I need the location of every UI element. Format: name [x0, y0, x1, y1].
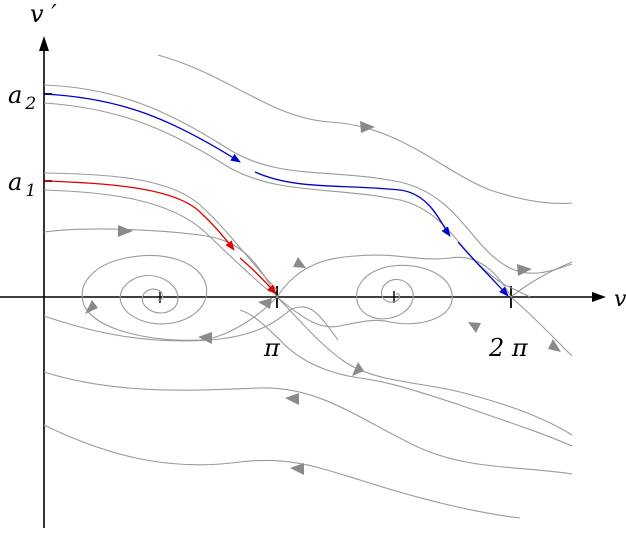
trajectory-a1-highlight-2 — [239, 257, 277, 295]
x-axis-arrowhead — [592, 292, 606, 302]
arrowhead — [118, 225, 133, 237]
trajectory-arrowheads — [85, 121, 561, 475]
separatrix-right-up — [510, 261, 573, 298]
trajectory-right-spiral — [276, 264, 453, 328]
arrowhead — [290, 463, 304, 475]
trajectory-lower-1 — [239, 309, 573, 447]
trajectory-lower-2 — [43, 306, 339, 342]
separatrix-upper-hump — [276, 254, 512, 298]
arrowhead — [85, 300, 98, 314]
arrowhead — [293, 257, 306, 268]
arrowhead — [548, 339, 561, 352]
y-axis-arrowhead — [39, 36, 49, 51]
trajectory-bottom-2 — [43, 424, 521, 519]
arrowhead — [468, 322, 481, 333]
separatrix-right-down — [510, 296, 573, 357]
trajectory-a1-highlight — [43, 180, 235, 251]
trajectory-a2-inner — [43, 102, 531, 298]
trajectory-a1-outer — [43, 172, 278, 291]
trajectory-a2-highlight-3 — [457, 241, 509, 297]
trajectories — [43, 54, 573, 519]
trajectory-a2-highlight-2 — [254, 171, 451, 237]
trajectory-left-loop — [43, 228, 278, 341]
arrowhead — [352, 362, 364, 376]
highlighted-trajectories — [43, 93, 509, 297]
trajectory-a1-inner — [43, 189, 271, 293]
trajectory-bottom-1 — [43, 371, 573, 475]
arrowhead — [360, 121, 375, 133]
arrowhead — [517, 264, 532, 276]
arrowhead — [198, 332, 212, 344]
x-axis-label: v — [614, 287, 626, 312]
pi-label: π — [263, 334, 281, 362]
y-axis-label: v ′ — [30, 0, 57, 28]
trajectory-top — [157, 54, 573, 204]
axes — [0, 36, 606, 528]
arrowhead — [258, 298, 272, 309]
trajectory-a2-highlight — [43, 93, 241, 163]
arrowhead — [285, 393, 299, 405]
separatrix-lower-pi — [276, 296, 573, 436]
a1-subscript: 1 — [25, 181, 36, 201]
two-pi-label: 2 π — [488, 334, 529, 362]
a2-subscript: 2 — [24, 94, 36, 114]
trajectory-a2-outer — [43, 84, 573, 274]
